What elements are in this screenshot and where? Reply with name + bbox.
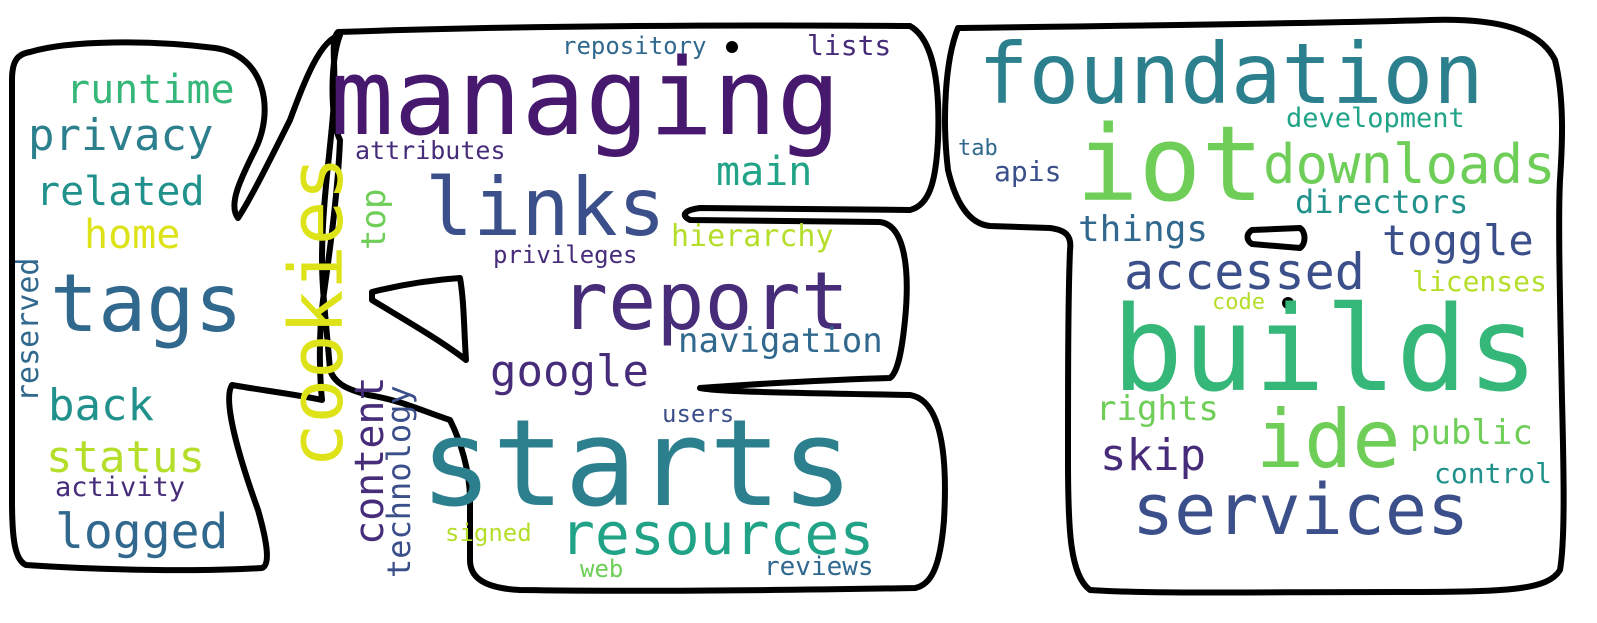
word-activity: activity (55, 472, 186, 503)
word-tab: tab (958, 136, 998, 161)
word-iot: iot (1076, 103, 1264, 225)
word-google: google (490, 346, 649, 397)
word-licenses: licenses (1412, 265, 1547, 298)
word-technology: technology (380, 385, 418, 578)
word-services: services (1132, 469, 1470, 551)
word-downloads: downloads (1263, 133, 1556, 196)
outline-triangle (369, 275, 469, 363)
outline-dot-1 (726, 41, 738, 53)
word-users: users (662, 400, 735, 428)
word-starts: starts (420, 395, 854, 534)
word-navigation: navigation (678, 321, 883, 361)
word-skip: skip (1100, 430, 1206, 481)
word-things: things (1078, 209, 1209, 250)
word-lists: lists (807, 29, 892, 62)
word-back: back (48, 380, 154, 431)
word-tags: tags (50, 257, 243, 350)
word-foundation: foundation (978, 25, 1484, 123)
word-ide: ide (1256, 393, 1401, 486)
word-accessed: accessed (1124, 243, 1365, 301)
word-report: report (560, 255, 849, 348)
word-reviews: reviews (764, 552, 874, 582)
word-related: related (36, 169, 205, 215)
outline-dot-2 (1282, 297, 1294, 309)
word-code: code (1212, 290, 1265, 315)
word-builds: builds (1112, 280, 1539, 418)
word-reserved: reserved (11, 257, 46, 403)
word-web: web (580, 555, 624, 583)
outline-bar (1244, 225, 1308, 251)
word-public: public (1410, 413, 1533, 453)
word-logged: logged (55, 504, 229, 560)
word-signed: signed (445, 519, 532, 547)
word-rights: rights (1096, 389, 1219, 429)
word-privacy: privacy (28, 110, 214, 161)
word-links: links (425, 161, 666, 254)
word-home: home (84, 212, 181, 258)
word-hierarchy: hierarchy (671, 219, 834, 254)
word-repository: repository (562, 32, 707, 60)
word-runtime: runtime (66, 67, 235, 113)
word-control: control (1434, 457, 1553, 490)
word-development: development (1286, 103, 1465, 134)
outline-left-shape (9, 32, 343, 574)
word-main: main (716, 149, 813, 195)
word-status: status (46, 432, 205, 483)
word-toggle: toggle (1382, 216, 1534, 265)
word-privileges: privileges (493, 241, 638, 269)
word-directors: directors (1295, 183, 1469, 221)
word-cookies: cookies (274, 156, 360, 468)
word-managing: managing (330, 36, 841, 159)
word-resources: resources (560, 500, 875, 568)
outline-middle-shape (319, 22, 948, 594)
word-attributes: attributes (355, 136, 506, 165)
outline-right-shape (942, 16, 1567, 596)
word-apis: apis (994, 155, 1062, 188)
word-top: top (354, 188, 394, 250)
